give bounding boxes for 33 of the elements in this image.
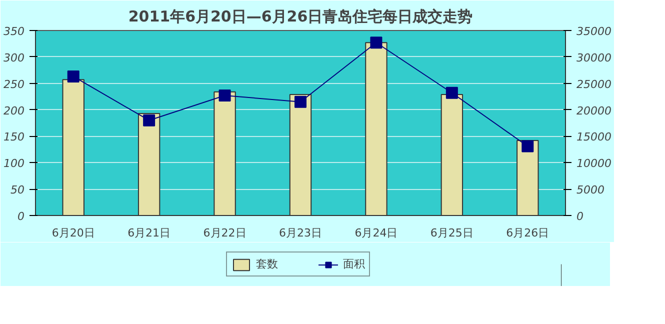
point (370, 36, 382, 49)
y-tick-label: 350 (4, 25, 25, 38)
x-tick-label: 6月26日 (506, 226, 550, 240)
x-tick-label: 6月23日 (279, 226, 322, 240)
x-tick-label: 6月20日 (52, 226, 95, 240)
legend-label: 面积 (343, 256, 365, 272)
legend-label: 套数 (256, 256, 278, 272)
x-tick-label: 6月24日 (354, 226, 398, 240)
y-tick-label: 250 (4, 78, 25, 91)
y-tick-label: 300 (4, 51, 25, 64)
x-tick-label: 6月22日 (203, 226, 246, 240)
y2-tick-label: 20000 (576, 104, 612, 118)
point (143, 114, 156, 126)
y-tick-label: 100 (4, 157, 25, 170)
y-tick-label: 50 (10, 184, 25, 197)
y2-tick-label: 10000 (576, 157, 612, 170)
y-tick-label: 0 (18, 210, 24, 223)
x-tick-label: 6月25日 (430, 226, 474, 240)
y2-tick-label: 0 (576, 210, 584, 223)
y2-tick-label: 25000 (576, 78, 612, 91)
point (522, 140, 534, 152)
point (294, 96, 306, 108)
y2-tick-label: 30000 (576, 51, 612, 64)
point (67, 70, 80, 82)
x-tick-label: 6月21日 (128, 226, 171, 240)
point (446, 86, 458, 99)
y2-tick-label: 35000 (576, 25, 612, 38)
y2-tick-label: 5000 (576, 184, 604, 197)
chart-title: 2011年6月20日—6月26日青岛住宅每日成交走势 (128, 8, 473, 26)
y-tick-label: 150 (4, 130, 25, 144)
y-tick-label: 200 (4, 104, 25, 118)
point (218, 90, 231, 102)
y2-tick-label: 15000 (576, 130, 612, 144)
